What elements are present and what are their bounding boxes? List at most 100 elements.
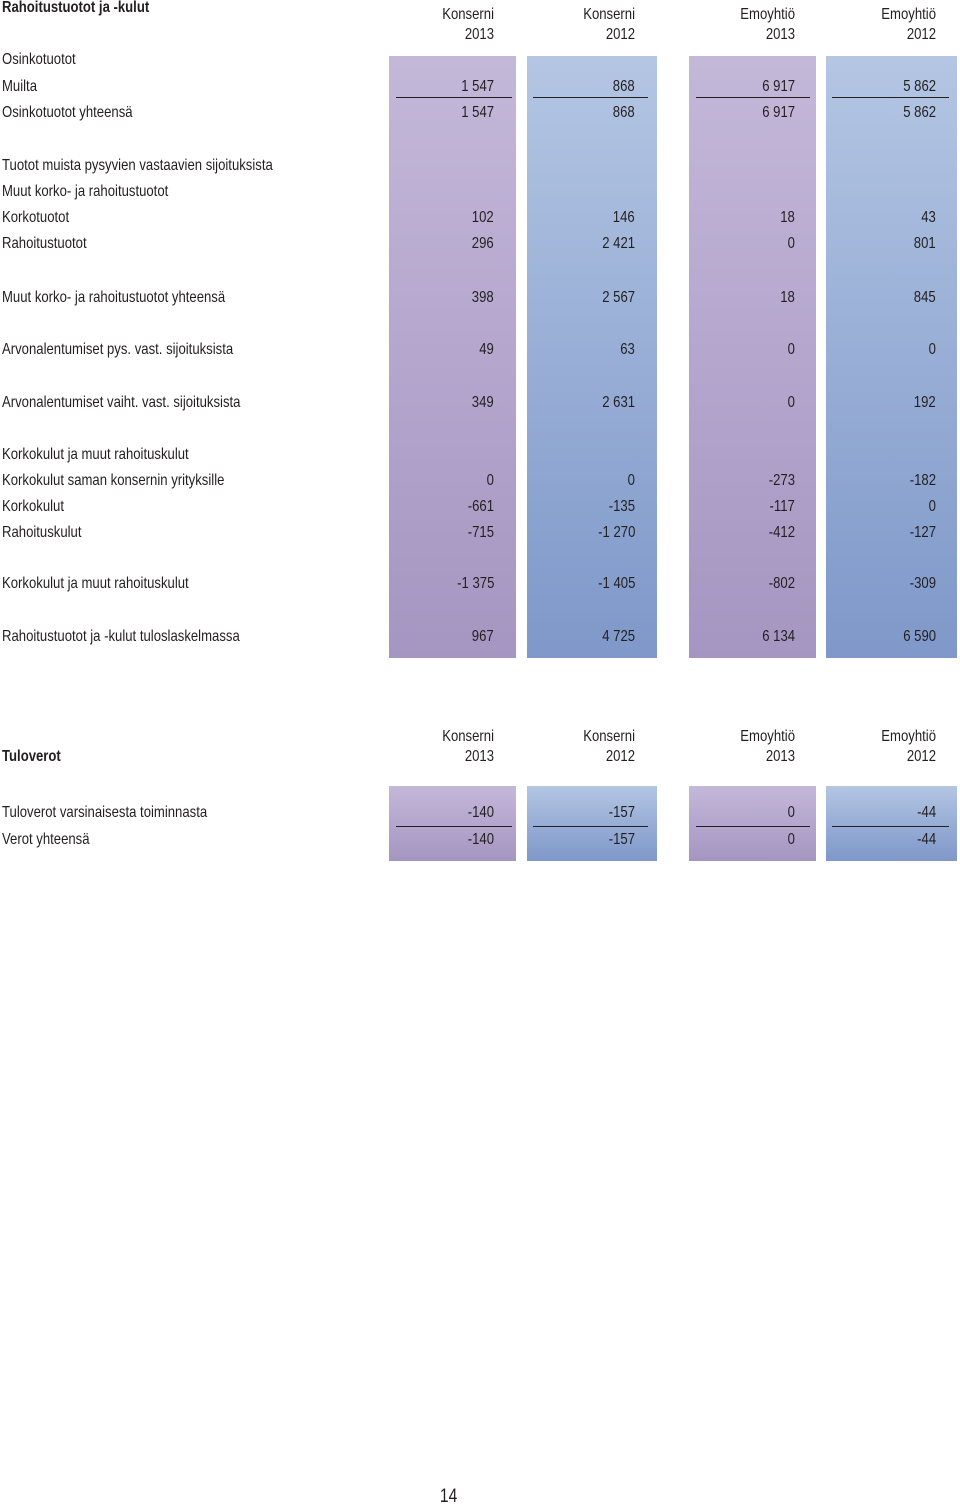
- income-subtotal-rule: [396, 97, 512, 98]
- tax-column-band-3: [689, 786, 816, 861]
- tax-cell-value: -140: [344, 803, 494, 823]
- income-cell-value: -117: [645, 497, 795, 517]
- cell-text: 0: [928, 341, 936, 358]
- income-subtotal-rule: [832, 97, 949, 98]
- cell-text: -140: [467, 804, 494, 821]
- income-row-label: Korkokulut ja muut rahoituskulut: [2, 446, 189, 463]
- income-row-label: Arvonalentumiset vaiht. vast. sijoituksi…: [2, 394, 241, 411]
- cell-text: 6 134: [762, 628, 795, 645]
- income-cell-value: -127: [786, 523, 936, 543]
- income-row-label: Muut korko- ja rahoitustuotot: [2, 183, 169, 200]
- tax-subtotal-rule: [696, 826, 810, 827]
- income-row-label: Rahoitustuotot: [2, 235, 87, 252]
- income-cell-value: -1 375: [344, 574, 494, 594]
- column-year: 2012: [605, 26, 635, 43]
- cell-text: 398: [472, 289, 494, 306]
- tax-subtotal-rule: [533, 826, 648, 827]
- income-column-band-2: [527, 56, 657, 658]
- income-cell-value: 801: [786, 234, 936, 254]
- income-cell-value: -715: [344, 523, 494, 543]
- cell-text: -802: [768, 575, 795, 592]
- income-row-label: Rahoitustuotot ja -kulut tuloslaskelmass…: [2, 628, 240, 645]
- income-cell-value: -135: [485, 497, 635, 517]
- page-number: 14: [413, 1487, 485, 1507]
- income-row-label: Korkokulut ja muut rahoituskulut: [2, 575, 189, 592]
- cell-text: -135: [608, 498, 635, 515]
- cell-text: -661: [467, 498, 494, 515]
- income-cell-value: 845: [786, 288, 936, 308]
- column-year: 2012: [906, 748, 936, 765]
- income-row-label: Rahoituskulut: [2, 524, 82, 541]
- income-row-label: Muilta: [2, 78, 38, 95]
- income-cell-value: 6 917: [645, 103, 795, 123]
- income-row-label: Korkotuotot: [2, 209, 70, 226]
- income-row-label: Osinkotuotot yhteensä: [2, 104, 133, 121]
- cell-text: 1 547: [461, 78, 494, 95]
- tax-cell-value: 0: [645, 803, 795, 823]
- cell-text: 0: [787, 804, 795, 821]
- cell-text: 296: [472, 235, 494, 252]
- income-cell-value: 0: [786, 497, 936, 517]
- cell-text: 967: [472, 628, 494, 645]
- cell-text: -44: [917, 804, 936, 821]
- income-section-title: Rahoitustuotot ja -kulut: [2, 0, 150, 16]
- cell-text: -157: [608, 831, 635, 848]
- income-row-label: Korkokulut saman konsernin yrityksille: [2, 472, 225, 489]
- cell-text: -412: [768, 524, 795, 541]
- cell-text: -157: [608, 804, 635, 821]
- cell-text: 18: [780, 289, 795, 306]
- tax-cell-value: -44: [786, 803, 936, 823]
- cell-text: -140: [467, 831, 494, 848]
- income-cell-value: 0: [645, 340, 795, 360]
- column-entity: Emoyhtiö: [740, 728, 795, 745]
- income-column-header: Emoyhtiö 2013: [645, 5, 795, 45]
- tax-cell-value: -44: [786, 830, 936, 850]
- income-cell-value: 2 567: [485, 288, 635, 308]
- tax-column-header: Emoyhtiö 2012: [786, 727, 936, 767]
- income-column-header: Emoyhtiö 2012: [786, 5, 936, 45]
- income-cell-value: -1 405: [485, 574, 635, 594]
- cell-text: 2 631: [602, 394, 635, 411]
- income-cell-value: -661: [344, 497, 494, 517]
- cell-text: -1 375: [456, 575, 494, 592]
- column-year: 2012: [605, 748, 635, 765]
- page-number-text: 14: [440, 1486, 458, 1507]
- cell-text: 0: [486, 472, 494, 489]
- income-cell-value: 6 134: [645, 627, 795, 647]
- column-year: 2012: [906, 26, 936, 43]
- cell-text: 0: [787, 341, 795, 358]
- column-entity: Konserni: [442, 6, 494, 23]
- column-entity: Konserni: [442, 728, 494, 745]
- income-cell-value: -1 270: [485, 523, 635, 543]
- income-cell-value: 0: [645, 234, 795, 254]
- cell-text: 4 725: [602, 628, 635, 645]
- cell-text: 0: [627, 472, 635, 489]
- income-cell-value: 43: [786, 208, 936, 228]
- cell-text: 349: [472, 394, 494, 411]
- cell-text: -715: [467, 524, 494, 541]
- income-column-band-1: [389, 56, 516, 658]
- income-row-label: Korkokulut: [2, 498, 64, 515]
- tax-column-band-4: [826, 786, 957, 861]
- cell-text: 2 567: [602, 289, 635, 306]
- income-cell-value: 63: [485, 340, 635, 360]
- income-cell-value: 296: [344, 234, 494, 254]
- tax-column-band-1: [389, 786, 516, 861]
- cell-text: 6 917: [762, 104, 795, 121]
- income-cell-value: 2 421: [485, 234, 635, 254]
- income-cell-value: 0: [344, 471, 494, 491]
- cell-text: 192: [914, 394, 936, 411]
- income-cell-value: 2 631: [485, 393, 635, 413]
- income-cell-value: 349: [344, 393, 494, 413]
- income-cell-value: -273: [645, 471, 795, 491]
- income-cell-value: 5 862: [786, 103, 936, 123]
- income-cell-value: 868: [485, 77, 635, 97]
- cell-text: 2 421: [602, 235, 635, 252]
- income-cell-value: 967: [344, 627, 494, 647]
- column-year: 2013: [765, 748, 795, 765]
- income-cell-value: 18: [645, 208, 795, 228]
- tax-row-label: Verot yhteensä: [2, 831, 90, 848]
- tax-column-band-2: [527, 786, 657, 861]
- cell-text: 868: [613, 104, 635, 121]
- income-column-band-3: [689, 56, 816, 658]
